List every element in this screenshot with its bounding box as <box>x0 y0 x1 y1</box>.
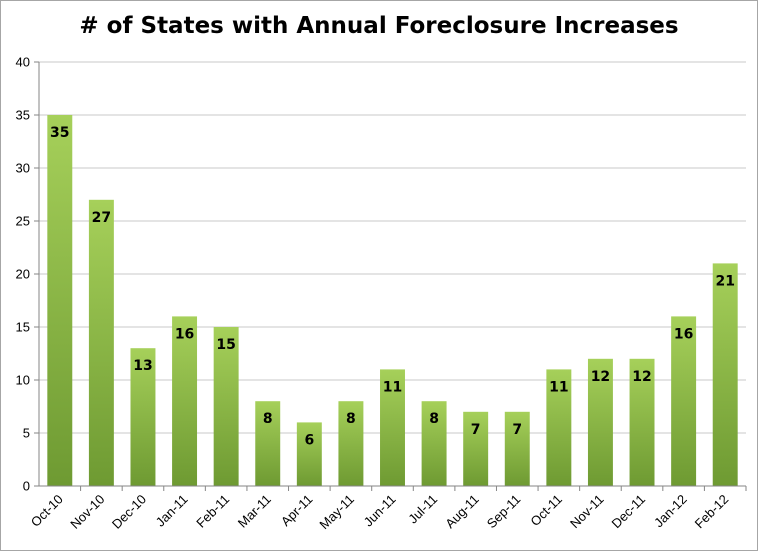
labels: 0 5 10 15 20 25 30 35 40 35 Oct-10 27 Nov-10 13 Dec-10… <box>16 55 735 533</box>
x-tick-label: Apr-11 <box>278 492 316 530</box>
y-tick-label: 0 <box>23 479 30 494</box>
bar <box>47 115 73 486</box>
data-label: 12 <box>632 369 651 385</box>
chart-title: # of States with Annual Foreclosure Incr… <box>79 13 679 39</box>
x-tick-label: Mar-11 <box>235 492 274 531</box>
bar <box>587 358 613 486</box>
x-tick-label: Jun-11 <box>361 492 399 530</box>
y-tick-label: 15 <box>16 320 30 335</box>
bar <box>213 327 239 486</box>
data-label: 8 <box>429 411 439 427</box>
x-tick-label: Jul-11 <box>405 492 440 527</box>
bar <box>88 199 114 487</box>
bar <box>463 411 489 486</box>
y-tick-label: 10 <box>16 373 30 388</box>
x-tick-label: Oct-11 <box>527 492 565 530</box>
data-label: 8 <box>346 411 356 427</box>
bar <box>421 401 447 486</box>
y-tick-label: 30 <box>16 161 30 176</box>
y-tick-label: 5 <box>23 426 30 441</box>
bar <box>546 369 572 486</box>
bar <box>338 401 364 486</box>
x-tick-label: Feb-11 <box>193 492 232 531</box>
bar <box>172 316 198 486</box>
bar <box>130 348 156 486</box>
y-tick-label: 25 <box>16 214 30 229</box>
x-tick-label: Sep-11 <box>484 492 524 532</box>
data-label: 7 <box>471 422 481 438</box>
x-tick-label: Nov-10 <box>67 492 107 532</box>
data-label: 16 <box>674 326 693 342</box>
x-tick-label: Nov-11 <box>567 492 607 532</box>
bars <box>47 115 738 487</box>
data-label: 11 <box>383 379 402 395</box>
x-tick-label: Aug-11 <box>442 492 482 532</box>
axes <box>34 61 747 491</box>
bar <box>504 411 530 486</box>
x-tick-label: Jan-12 <box>651 492 690 531</box>
y-tick-label: 35 <box>16 108 30 123</box>
x-tick-label: Dec-10 <box>109 492 149 532</box>
bar <box>255 401 281 486</box>
bar <box>629 358 655 486</box>
data-label: 13 <box>133 358 152 374</box>
data-label: 15 <box>216 337 235 353</box>
x-tick-label: Feb-12 <box>692 492 732 532</box>
bar <box>712 263 738 486</box>
data-label: 7 <box>512 422 522 438</box>
data-label: 6 <box>304 432 314 448</box>
bar <box>671 316 697 486</box>
data-label: 11 <box>549 379 568 395</box>
x-tick-label: Dec-11 <box>609 492 649 532</box>
data-label: 27 <box>92 210 111 226</box>
x-tick-label: May-11 <box>316 492 357 533</box>
data-label: 16 <box>175 326 194 342</box>
data-label: 8 <box>263 411 273 427</box>
bar <box>380 369 405 486</box>
data-label: 35 <box>50 125 69 141</box>
x-tick-label: Oct-10 <box>28 492 66 530</box>
y-tick-label: 40 <box>16 55 30 70</box>
y-tick-label: 20 <box>16 267 30 282</box>
bar <box>296 422 322 486</box>
data-label: 21 <box>715 273 734 289</box>
x-tick-label: Jan-11 <box>153 492 191 530</box>
data-label: 12 <box>591 369 610 385</box>
